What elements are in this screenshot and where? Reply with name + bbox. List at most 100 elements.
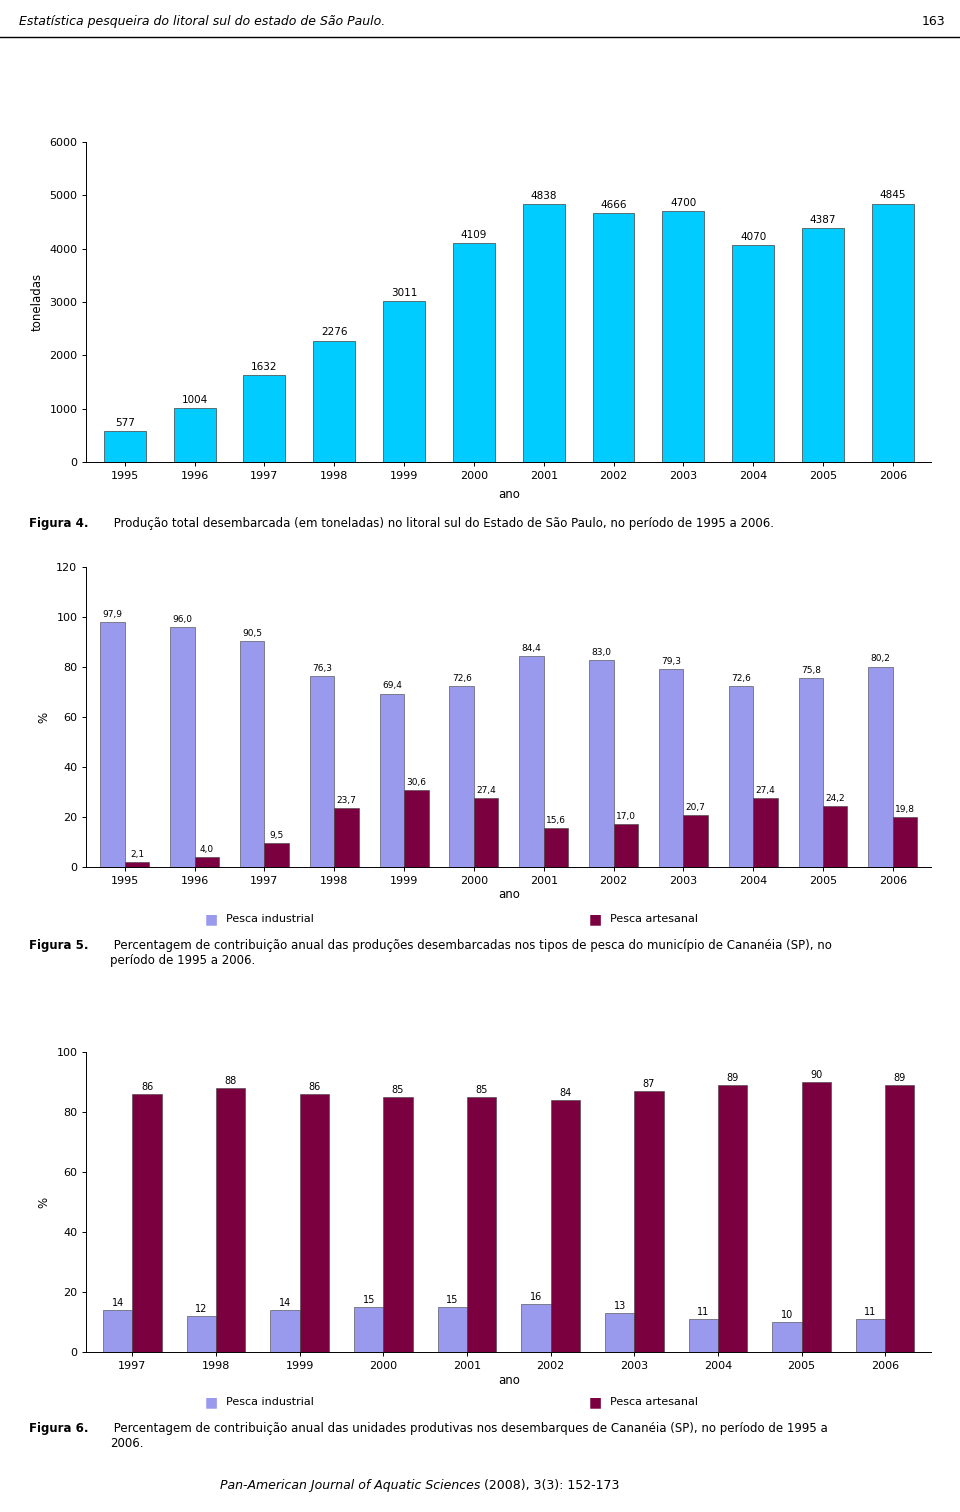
Text: 75,8: 75,8 — [801, 665, 821, 674]
Text: 27,4: 27,4 — [756, 786, 776, 795]
Text: 69,4: 69,4 — [382, 682, 402, 691]
Text: 89: 89 — [727, 1072, 738, 1083]
Text: 4838: 4838 — [531, 191, 557, 201]
Text: 80,2: 80,2 — [871, 655, 891, 664]
Text: 11: 11 — [697, 1306, 709, 1317]
Text: 12: 12 — [195, 1303, 207, 1314]
Bar — [718, 1086, 747, 1352]
Text: 27,4: 27,4 — [476, 786, 496, 795]
Bar — [404, 791, 428, 866]
Text: 4109: 4109 — [461, 230, 487, 240]
Bar — [613, 824, 638, 866]
Bar — [799, 677, 823, 866]
Bar — [310, 676, 334, 866]
Bar — [132, 1095, 161, 1352]
Text: 87: 87 — [642, 1078, 655, 1089]
Bar — [334, 807, 359, 866]
Bar — [659, 668, 684, 866]
Text: 23,7: 23,7 — [337, 795, 356, 804]
Bar — [893, 818, 917, 866]
Bar — [551, 1101, 580, 1352]
Bar — [802, 1083, 830, 1352]
Bar — [662, 212, 705, 463]
Bar — [543, 829, 568, 866]
Bar — [101, 623, 125, 866]
Text: 14: 14 — [111, 1297, 124, 1308]
Bar — [449, 685, 474, 866]
Text: 4387: 4387 — [809, 215, 836, 225]
Bar — [823, 806, 848, 866]
Bar — [383, 1098, 413, 1352]
Bar — [170, 627, 195, 866]
Text: 4666: 4666 — [600, 200, 627, 210]
Text: Produção total desembarcada (em toneladas) no litoral sul do Estado de São Paulo: Produção total desembarcada (em tonelada… — [110, 517, 775, 531]
Text: Figura 6.: Figura 6. — [29, 1421, 88, 1435]
Bar — [732, 245, 774, 463]
Text: 20,7: 20,7 — [685, 803, 706, 812]
Bar — [379, 694, 404, 866]
Bar — [313, 340, 355, 463]
Text: Pesca artesanal: Pesca artesanal — [610, 1397, 698, 1408]
Text: 84: 84 — [559, 1087, 571, 1098]
Text: Percentagem de contribuição anual das produções desembarcadas nos tipos de pesca: Percentagem de contribuição anual das pr… — [110, 939, 832, 968]
Text: 1632: 1632 — [252, 361, 277, 372]
Bar — [729, 685, 754, 866]
Text: 97,9: 97,9 — [103, 611, 123, 620]
Text: 14: 14 — [279, 1297, 291, 1308]
Bar — [521, 1303, 551, 1352]
Bar — [688, 1318, 718, 1352]
Text: 19,8: 19,8 — [895, 806, 915, 815]
Text: Pesca industrial: Pesca industrial — [226, 913, 314, 924]
Bar — [264, 844, 289, 866]
Text: 4070: 4070 — [740, 231, 766, 242]
Text: 88: 88 — [225, 1075, 237, 1086]
Bar — [474, 798, 498, 866]
Text: ■: ■ — [204, 1396, 218, 1409]
Text: 30,6: 30,6 — [406, 779, 426, 788]
Bar — [684, 815, 708, 866]
Bar — [869, 667, 893, 866]
Text: 84,4: 84,4 — [521, 644, 541, 653]
Text: 2276: 2276 — [321, 328, 348, 337]
Text: 16: 16 — [530, 1291, 542, 1302]
Text: 4,0: 4,0 — [200, 845, 214, 854]
Bar — [300, 1095, 329, 1352]
Y-axis label: %: % — [37, 712, 51, 723]
Bar — [802, 228, 844, 463]
Text: Pesca artesanal: Pesca artesanal — [610, 913, 698, 924]
Y-axis label: toneladas: toneladas — [31, 274, 44, 331]
Text: 13: 13 — [613, 1300, 626, 1311]
Bar — [589, 659, 613, 866]
Bar — [216, 1089, 246, 1352]
Bar — [872, 204, 914, 463]
Bar — [103, 1309, 132, 1352]
Text: 17,0: 17,0 — [615, 812, 636, 821]
Text: 90: 90 — [810, 1069, 823, 1080]
Text: 2,1: 2,1 — [130, 850, 144, 859]
Text: ■: ■ — [588, 1396, 602, 1409]
Bar — [125, 862, 149, 866]
Text: 15,6: 15,6 — [546, 816, 566, 826]
Text: Figura 4.: Figura 4. — [29, 517, 88, 531]
Text: 4700: 4700 — [670, 198, 696, 209]
Bar — [592, 213, 635, 463]
Bar — [885, 1086, 915, 1352]
Text: 163: 163 — [922, 15, 946, 29]
Text: Pan-American Journal of Aquatic Sciences: Pan-American Journal of Aquatic Sciences — [220, 1479, 480, 1492]
Text: ■: ■ — [204, 912, 218, 925]
Text: Percentagem de contribuição anual das unidades produtivas nos desembarques de Ca: Percentagem de contribuição anual das un… — [110, 1421, 828, 1450]
Text: 1004: 1004 — [181, 395, 207, 405]
Bar — [244, 375, 285, 463]
Text: 4845: 4845 — [879, 191, 906, 201]
Text: 577: 577 — [115, 417, 134, 428]
Bar — [519, 656, 543, 866]
Text: 86: 86 — [308, 1081, 321, 1092]
Text: 72,6: 72,6 — [731, 673, 751, 682]
Bar — [772, 1321, 802, 1352]
Bar — [383, 301, 425, 463]
Text: 15: 15 — [446, 1294, 459, 1305]
Text: ano: ano — [498, 889, 519, 901]
Text: Pesca industrial: Pesca industrial — [226, 1397, 314, 1408]
Bar — [453, 243, 494, 463]
Text: 9,5: 9,5 — [270, 832, 284, 841]
